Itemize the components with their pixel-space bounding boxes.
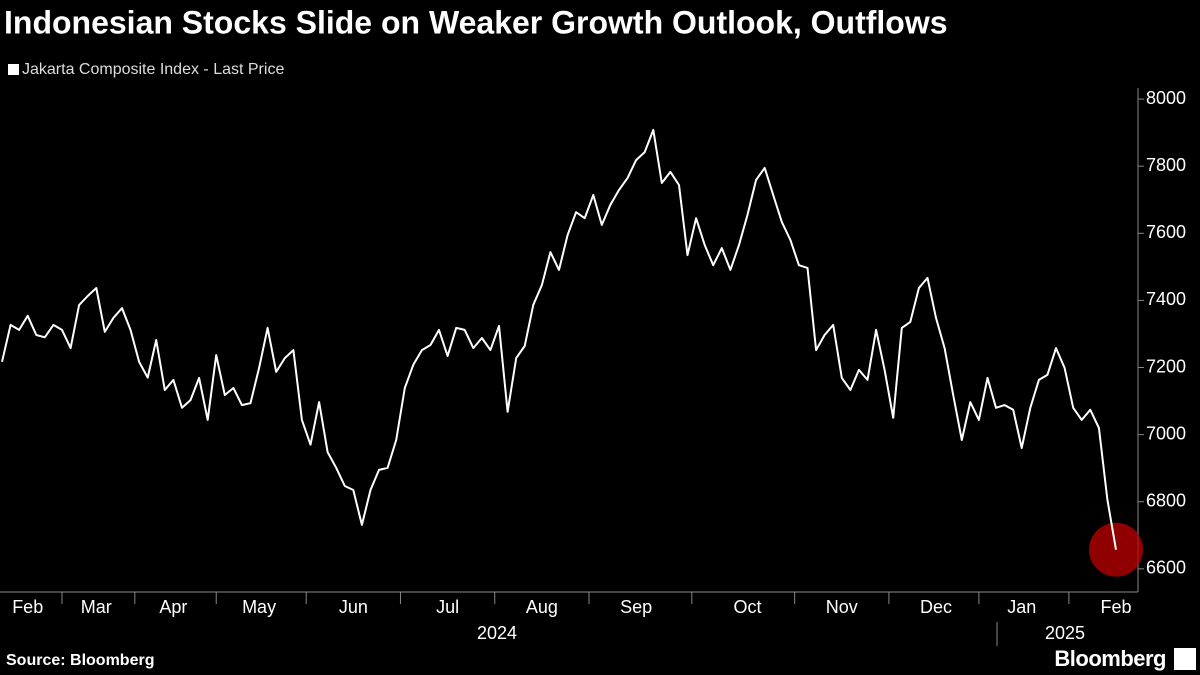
x-tick-label: Oct <box>734 597 762 617</box>
x-tick-label: Apr <box>159 597 187 617</box>
y-tick-label: 7200 <box>1146 356 1186 376</box>
chart-title: Indonesian Stocks Slide on Weaker Growth… <box>4 4 948 40</box>
year-label: 2024 <box>477 623 517 643</box>
y-tick-label: 8000 <box>1146 88 1186 108</box>
y-tick-label: 7800 <box>1146 155 1186 175</box>
x-tick-label: Jan <box>1007 597 1036 617</box>
x-tick-label: Jun <box>339 597 368 617</box>
brand-icon <box>1174 648 1196 670</box>
y-tick-label: 7000 <box>1146 423 1186 443</box>
y-tick-label: 6800 <box>1146 490 1186 510</box>
y-tick-label: 6600 <box>1146 558 1186 578</box>
x-tick-label: Feb <box>1100 597 1131 617</box>
price-line <box>1 128 1117 550</box>
y-tick-label: 7600 <box>1146 222 1186 242</box>
x-tick-label: Jul <box>436 597 459 617</box>
year-label: 2025 <box>1045 623 1085 643</box>
y-tick-label: 7400 <box>1146 289 1186 309</box>
brand: Bloomberg <box>1054 646 1166 671</box>
source: Source: Bloomberg <box>6 652 154 669</box>
legend-label: Jakarta Composite Index - Last Price <box>22 61 284 78</box>
x-tick-label: Feb <box>12 597 43 617</box>
x-tick-label: Sep <box>620 597 652 617</box>
x-tick-label: Mar <box>81 597 112 617</box>
x-tick-label: Dec <box>920 597 952 617</box>
x-tick-label: Nov <box>826 597 858 617</box>
highlight-marker <box>1089 522 1143 577</box>
legend-swatch <box>8 64 19 75</box>
x-tick-label: May <box>242 597 276 617</box>
x-tick-label: Aug <box>526 597 558 617</box>
